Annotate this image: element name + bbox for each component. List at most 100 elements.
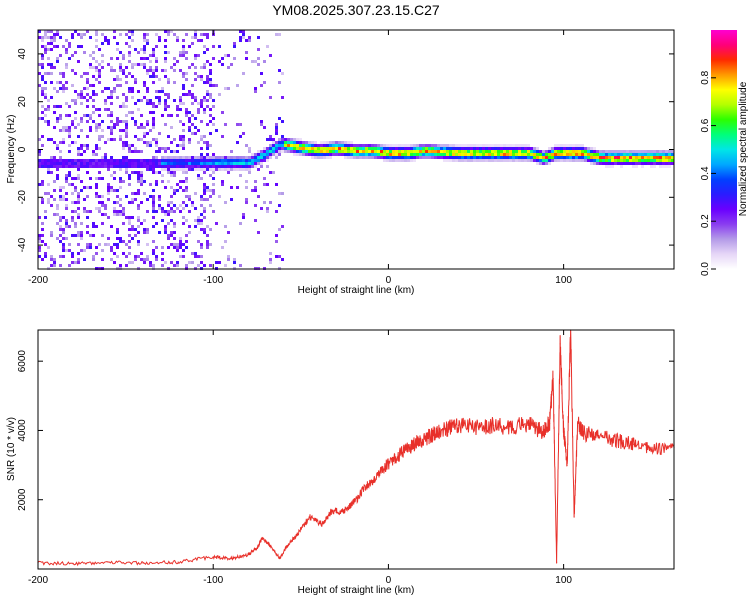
spectrogram-cell: [119, 63, 122, 66]
spectrogram-cell: [278, 153, 281, 156]
spectrogram-cell: [95, 177, 98, 180]
spectrogram-cell: [398, 159, 401, 162]
spectrogram-cell: [515, 147, 518, 150]
spectrogram-cell: [200, 222, 203, 225]
spectrogram-cell: [563, 156, 566, 159]
spectrogram-cell: [611, 150, 614, 153]
spectrogram-cell: [74, 126, 77, 129]
spectrogram-cell: [203, 264, 206, 267]
spectrogram-cell: [59, 129, 62, 132]
spectrogram-cell: [479, 159, 482, 162]
snr-point: [457, 424, 460, 426]
spectrogram-cell: [44, 165, 47, 168]
spectrogram-cell: [650, 156, 653, 159]
snr-point: [247, 553, 249, 556]
spectrogram-cell: [164, 99, 167, 102]
spectrogram-cell: [200, 198, 203, 201]
spectrogram-cell: [209, 189, 212, 192]
spectrogram-cell: [203, 210, 206, 213]
spectrogram-cell: [500, 159, 503, 162]
spectrogram-cell: [146, 69, 149, 72]
spectrogram-cell: [566, 150, 569, 153]
spectrogram-cell: [113, 126, 116, 129]
spectrogram-cell: [596, 150, 599, 153]
spectrogram-cell: [125, 42, 128, 45]
spectrogram-cell: [170, 201, 173, 204]
spectrogram-cell: [221, 183, 224, 186]
spectrogram-cell: [203, 189, 206, 192]
spectrogram-cell: [74, 177, 77, 180]
spectrogram-cell: [83, 144, 86, 147]
spectrogram-cell: [113, 162, 116, 165]
spectrogram-cell: [98, 114, 101, 117]
spectrogram-cell: [68, 249, 71, 252]
spectrogram-cell: [80, 147, 83, 150]
spectrogram-cell: [560, 150, 563, 153]
spectrogram-cell: [158, 90, 161, 93]
spectrogram-cell: [191, 96, 194, 99]
spectrogram-cell: [428, 153, 431, 156]
spectrogram-cell: [263, 159, 266, 162]
spectrogram-cell: [497, 147, 500, 150]
spectrogram-cell: [278, 150, 281, 153]
spectrogram-cell: [95, 246, 98, 249]
spectrogram-cell: [287, 141, 290, 144]
spectrogram-cell: [344, 147, 347, 150]
chart-title: YM08.2025.307.23.15.C27: [272, 2, 440, 18]
spectrogram-cell: [200, 162, 203, 165]
spectrogram-cell: [212, 171, 215, 174]
spectrogram-cell: [62, 228, 65, 231]
spectrogram-cell: [206, 123, 209, 126]
spectrogram-cell: [89, 126, 92, 129]
spectrogram-cell: [119, 180, 122, 183]
spectrogram-cell: [149, 264, 152, 267]
spectrogram-cell: [170, 114, 173, 117]
spectrogram-cell: [221, 111, 224, 114]
spectrogram-cell: [68, 129, 71, 132]
spectrogram-cell: [197, 108, 200, 111]
spectrogram-cell: [536, 150, 539, 153]
spectrogram-cell: [200, 75, 203, 78]
spectrogram-cell: [494, 156, 497, 159]
spectrogram-cell: [176, 150, 179, 153]
spectrogram-cell: [470, 159, 473, 162]
spectrogram-cell: [122, 165, 125, 168]
spectrogram-cell: [41, 117, 44, 120]
spectrogram-cell: [431, 147, 434, 150]
spectrogram-cell: [41, 159, 44, 162]
spectrogram-cell: [125, 159, 128, 162]
spectrogram-cell: [245, 162, 248, 165]
snr-point: [510, 426, 512, 428]
spectrogram-cell: [47, 198, 50, 201]
spectrogram-cell: [572, 150, 575, 153]
spectrogram-cell: [428, 156, 431, 159]
spectrogram-cell: [290, 141, 293, 144]
spectrogram-cell: [554, 156, 557, 159]
spectrogram-cell: [512, 147, 515, 150]
spectrogram-cell: [56, 207, 59, 210]
spectrogram-cell: [476, 144, 479, 147]
spectrogram-cell: [401, 150, 404, 153]
spectrogram-cell: [239, 264, 242, 267]
spectrogram-cell: [284, 144, 287, 147]
spectrogram-cell: [281, 138, 284, 141]
spectrogram-cell: [110, 129, 113, 132]
spectrogram-cell: [359, 153, 362, 156]
spectrogram-cell: [119, 213, 122, 216]
spectrogram-cell: [152, 264, 155, 267]
spectrogram-cell: [299, 153, 302, 156]
spectrogram-cell: [170, 66, 173, 69]
spectrogram-cell: [374, 144, 377, 147]
spectrogram-cell: [65, 102, 68, 105]
spectrogram-cell: [275, 129, 278, 132]
spectrogram-cell: [62, 162, 65, 165]
spectrogram-cell: [473, 156, 476, 159]
spectrogram-cell: [152, 204, 155, 207]
spectrogram-cell: [272, 171, 275, 174]
spectrogram-cell: [209, 96, 212, 99]
spectrogram-cell: [332, 141, 335, 144]
spectrogram-cell: [101, 195, 104, 198]
spectrogram-cell: [236, 168, 239, 171]
spectrogram-cell: [299, 144, 302, 147]
spectrogram-cell: [140, 138, 143, 141]
